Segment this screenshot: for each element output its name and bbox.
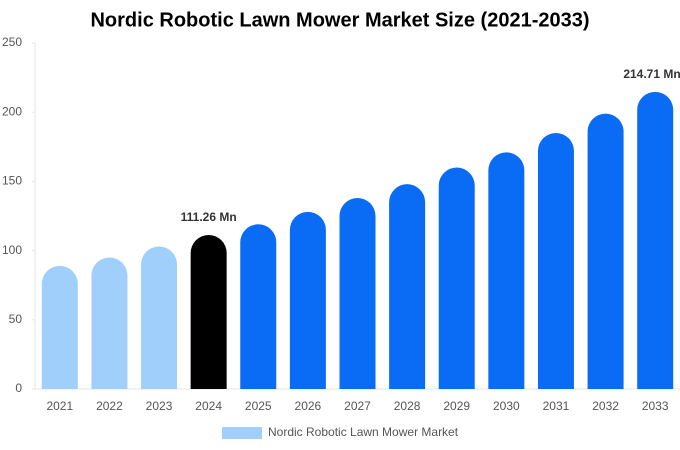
- bar: [91, 257, 128, 389]
- y-tick-label: 50: [9, 312, 23, 326]
- y-tick-label: 150: [2, 174, 22, 188]
- y-tick-label: 250: [2, 35, 22, 49]
- x-tick-label: 2022: [96, 399, 123, 413]
- bar: [41, 265, 78, 389]
- y-tick-label: 200: [2, 104, 22, 118]
- x-tick-label: 2033: [642, 399, 669, 413]
- bar: [141, 246, 178, 389]
- bar: [389, 184, 426, 389]
- y-tick-label: 100: [2, 243, 22, 257]
- x-tick-label: 2031: [543, 399, 570, 413]
- x-tick-label: 2026: [295, 399, 322, 413]
- bar: [587, 113, 624, 390]
- bar: [438, 167, 475, 389]
- bar: [190, 235, 227, 389]
- chart-title: Nordic Robotic Lawn Mower Market Size (2…: [90, 9, 589, 31]
- bar: [240, 224, 277, 389]
- data-label: 214.71 Mn: [623, 67, 680, 81]
- x-tick-label: 2029: [443, 399, 470, 413]
- x-tick-label: 2030: [493, 399, 520, 413]
- x-tick-label: 2028: [394, 399, 421, 413]
- bar: [488, 152, 525, 389]
- x-tick-label: 2027: [344, 399, 371, 413]
- x-tick-label: 2025: [245, 399, 272, 413]
- x-tick-label: 2021: [46, 399, 73, 413]
- x-tick-label: 2023: [146, 399, 173, 413]
- bar: [339, 198, 376, 389]
- data-label: 111.26 Mn: [181, 210, 237, 224]
- x-tick-label: 2024: [195, 399, 222, 413]
- x-tick-label: 2032: [592, 399, 619, 413]
- legend-swatch: [222, 427, 262, 439]
- bar: [289, 211, 326, 389]
- bar: [637, 91, 674, 389]
- bar: [537, 132, 574, 389]
- legend-label: Nordic Robotic Lawn Mower Market: [268, 425, 459, 439]
- y-tick-label: 0: [15, 381, 22, 395]
